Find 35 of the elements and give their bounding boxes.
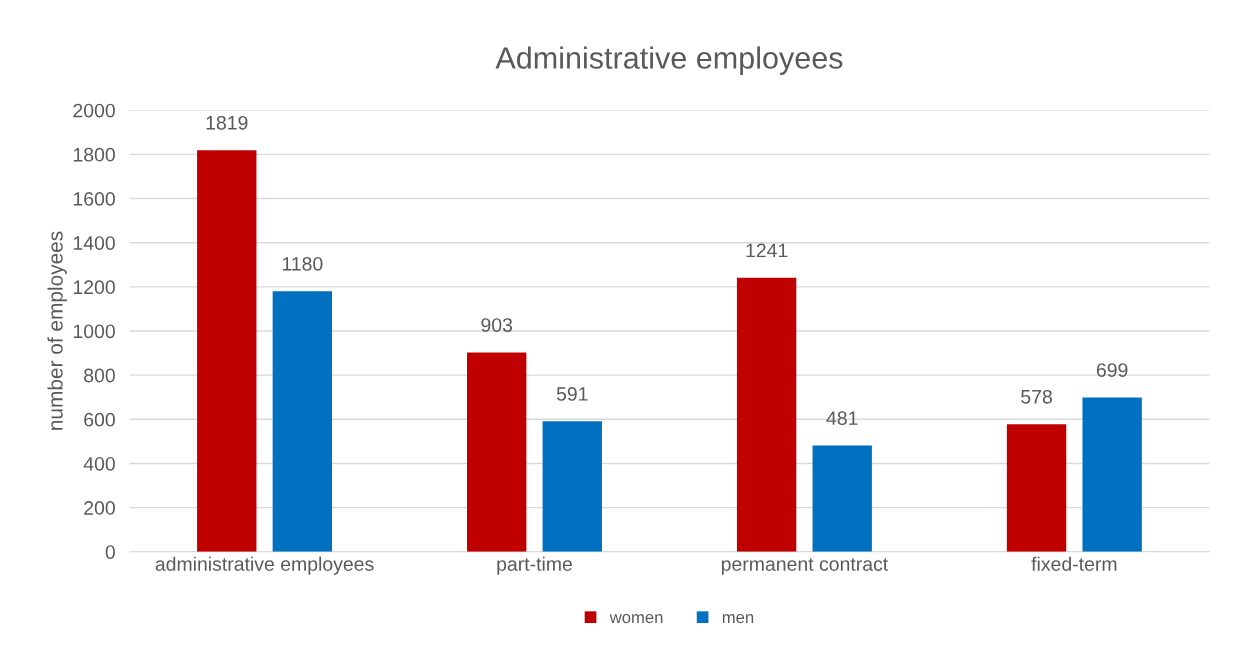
- y-tick-label: 1600: [73, 192, 115, 206]
- y-tick-label: 600: [84, 412, 115, 427]
- y-axis-title: number of employees: [47, 231, 67, 430]
- x-tick-label: permanent contract: [721, 558, 889, 575]
- bar: [197, 150, 257, 552]
- y-tick-label: 400: [83, 456, 115, 471]
- y-tick-label: 200: [84, 501, 115, 515]
- y-tick-label: 800: [84, 368, 115, 383]
- data-label: 591: [556, 387, 588, 401]
- chart-title: Administrative employees: [495, 46, 843, 75]
- bar: [466, 352, 527, 552]
- y-tick-label: 0: [105, 545, 115, 560]
- y-tick-label: 1800: [73, 147, 115, 162]
- data-label: 481: [826, 411, 858, 426]
- x-tick-label: administrative employees: [155, 556, 374, 575]
- bar: [812, 445, 872, 552]
- x-tick-label: part-time: [497, 556, 572, 575]
- data-label: 903: [481, 318, 513, 332]
- y-tick-label: 1000: [73, 324, 115, 339]
- data-label: 1241: [746, 243, 788, 258]
- y-tick-label: 2000: [73, 103, 115, 118]
- bar: [1082, 397, 1142, 552]
- y-tick-label: 1200: [73, 280, 115, 295]
- bar: [272, 291, 333, 552]
- data-label: 1180: [282, 256, 323, 271]
- x-tick-label: fixed-term: [1031, 556, 1117, 571]
- data-label: 578: [1021, 389, 1052, 404]
- data-label: 1819: [206, 115, 248, 130]
- bar: [736, 277, 797, 552]
- bar: [542, 421, 602, 552]
- legend-label: women: [609, 614, 663, 624]
- legend-label: men: [722, 614, 754, 624]
- y-tick-label: 1400: [73, 236, 115, 250]
- bar: [1006, 424, 1067, 552]
- data-label: 699: [1096, 363, 1128, 377]
